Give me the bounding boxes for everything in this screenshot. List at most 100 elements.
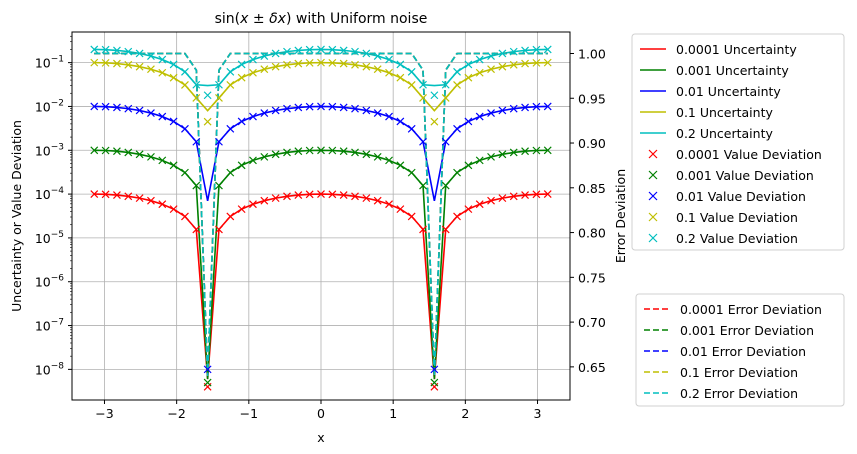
value-deviation-marker-3 [181, 81, 189, 89]
value-deviation-marker-2 [362, 106, 371, 115]
value-deviation-marker-2 [498, 106, 507, 115]
y2-tick-label: 0.75 [578, 270, 606, 285]
value-deviation-marker-0 [305, 190, 314, 199]
legend-entry: 0.2 Value Deviation [676, 231, 798, 246]
grid [72, 32, 570, 400]
value-deviation-marker-0 [260, 196, 269, 205]
value-deviation-marker-2 [101, 102, 110, 111]
x-tick-label: 3 [534, 406, 542, 421]
value-deviation-marker-4 [192, 80, 201, 89]
value-deviation-marker-3 [215, 94, 223, 102]
value-deviation-marker-2 [441, 137, 450, 146]
value-deviation-marker-0 [294, 191, 303, 199]
value-deviation-marker-4 [543, 45, 552, 54]
value-deviation-marker-4 [464, 60, 473, 69]
value-deviation-marker-1 [441, 181, 450, 190]
value-deviation-marker-0 [509, 192, 518, 201]
value-deviation-marker-1 [317, 146, 325, 155]
value-deviation-marker-1 [509, 148, 518, 157]
value-deviation-marker-3 [203, 117, 212, 126]
value-deviation-marker-4 [181, 67, 189, 76]
value-deviation-marker-3 [351, 60, 359, 69]
value-deviation-marker-1 [135, 150, 144, 159]
axis-ticks: −3 −2 −1 0 1 2 3 10−8 10−7 10−6 10−5 10−4 10−3 10−2 10… [35, 35, 606, 421]
value-deviation-marker-2 [532, 102, 541, 111]
value-deviation-marker-1 [101, 146, 110, 155]
value-deviation-marker-1 [419, 181, 427, 190]
value-deviation-marker-4 [237, 60, 246, 69]
value-deviation-marker-3 [101, 58, 110, 67]
value-deviation-marker-0 [226, 212, 235, 221]
value-deviation-marker-0 [158, 200, 167, 209]
value-deviation-marker-2 [396, 117, 405, 126]
value-deviation-marker-3 [192, 94, 201, 102]
value-deviation-marker-4 [271, 49, 280, 58]
value-deviation-marker-4 [249, 55, 257, 64]
y-tick-label: 10−8 [35, 361, 64, 377]
value-deviation-marker-3 [475, 68, 484, 77]
value-deviation-marker-3 [169, 73, 178, 82]
value-deviation-marker-4 [441, 80, 450, 89]
y2-tick-label: 0.95 [578, 91, 606, 106]
value-deviation-marker-3 [90, 58, 99, 67]
value-deviation-marker-3 [317, 58, 325, 67]
value-deviation-marker-3 [464, 73, 473, 82]
y-tick-label: 10−1 [35, 55, 64, 71]
value-deviation-marker-0 [147, 196, 155, 205]
value-deviation-marker-1 [169, 161, 178, 170]
value-deviation-marker-3 [543, 58, 552, 67]
value-deviation-marker-1 [475, 156, 484, 165]
value-deviation-marker-1 [328, 146, 337, 155]
value-deviation-marker-3 [271, 62, 280, 71]
value-deviation-marker-0 [419, 225, 427, 234]
value-deviation-marker-1 [203, 378, 212, 387]
value-deviation-marker-1 [407, 168, 416, 177]
value-deviation-marker-3 [147, 65, 155, 74]
value-deviation-marker-2 [90, 102, 99, 111]
plot-area [90, 45, 552, 391]
value-deviation-marker-2 [169, 117, 178, 126]
value-deviation-marker-0 [90, 190, 99, 199]
value-deviation-marker-4 [317, 45, 325, 54]
value-deviation-marker-3 [509, 60, 518, 69]
value-deviation-marker-4 [135, 49, 144, 58]
legend-entry: 0.001 Error Deviation [680, 323, 814, 338]
value-deviation-marker-1 [158, 156, 167, 165]
value-deviation-marker-2 [328, 102, 337, 111]
value-deviation-marker-4 [396, 60, 405, 69]
value-deviation-marker-4 [203, 91, 212, 100]
chart-title: sin(x ± δx) with Uniform noise [215, 11, 428, 27]
value-deviation-marker-2 [158, 112, 167, 121]
legend-upper: 0.0001 Uncertainty 0.001 Uncertainty 0.01 … [631, 33, 845, 251]
value-deviation-marker-4 [147, 52, 155, 60]
value-deviation-marker-3 [339, 59, 348, 68]
value-deviation-marker-1 [498, 150, 507, 159]
value-deviation-marker-2 [317, 102, 325, 111]
error-deviation-line-4 [94, 52, 548, 376]
value-deviation-marker-0 [362, 194, 371, 203]
value-deviation-marker-0 [385, 200, 393, 209]
value-deviation-marker-4 [260, 52, 269, 60]
value-deviation-marker-1 [226, 168, 235, 177]
value-deviation-marker-1 [385, 156, 393, 165]
value-deviation-marker-1 [260, 152, 269, 161]
y-tick-label: 10−6 [35, 274, 64, 290]
value-deviation-marker-2 [339, 103, 348, 112]
value-deviation-marker-2 [385, 112, 393, 121]
value-deviation-marker-3 [249, 68, 257, 77]
value-deviation-marker-1 [396, 161, 405, 170]
value-deviation-marker-0 [249, 200, 257, 209]
legend-lower-box [635, 293, 845, 407]
value-deviation-marker-0 [464, 205, 473, 214]
value-deviation-marker-1 [192, 181, 201, 190]
y2-tick-label: 0.85 [578, 181, 606, 196]
value-deviation-marker-3 [532, 58, 541, 67]
value-deviation-marker-4 [294, 46, 303, 55]
value-deviation-marker-4 [169, 60, 178, 69]
value-deviation-marker-2 [215, 137, 223, 146]
value-deviation-marker-2 [271, 106, 280, 115]
value-deviation-marker-2 [260, 109, 269, 117]
value-deviation-marker-4 [498, 49, 507, 58]
x-tick-label: 1 [389, 406, 397, 421]
